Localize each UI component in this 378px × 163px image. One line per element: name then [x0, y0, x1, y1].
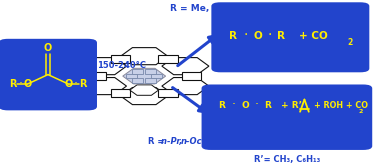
Text: ·: ·: [73, 77, 77, 90]
Text: O: O: [23, 79, 31, 89]
Text: + CO: + CO: [299, 31, 328, 41]
Text: 2: 2: [348, 38, 353, 47]
Text: O: O: [65, 79, 73, 89]
Text: O: O: [44, 43, 52, 53]
FancyBboxPatch shape: [201, 84, 372, 150]
Polygon shape: [130, 85, 158, 95]
Text: ·: ·: [267, 28, 271, 42]
Text: R: R: [277, 31, 285, 41]
Polygon shape: [111, 89, 130, 97]
Polygon shape: [87, 72, 106, 80]
Text: R’= CH₃, C₆H₁₃: R’= CH₃, C₆H₁₃: [254, 155, 320, 163]
Polygon shape: [111, 55, 130, 63]
Polygon shape: [121, 48, 168, 65]
Text: R: R: [263, 101, 271, 110]
FancyBboxPatch shape: [211, 2, 369, 72]
Text: R: R: [218, 101, 225, 110]
Text: R =: R =: [148, 137, 167, 146]
Text: + ROH + CO: + ROH + CO: [314, 101, 367, 110]
Polygon shape: [145, 69, 156, 74]
Polygon shape: [162, 58, 209, 75]
Text: 2: 2: [359, 109, 363, 114]
Text: n-Octyl: n-Octyl: [181, 137, 214, 146]
Text: O: O: [254, 31, 263, 41]
Polygon shape: [162, 78, 209, 95]
Text: R: R: [9, 79, 16, 89]
Polygon shape: [121, 88, 168, 105]
Polygon shape: [145, 78, 156, 83]
Polygon shape: [132, 78, 144, 83]
Polygon shape: [132, 69, 144, 74]
Text: O: O: [242, 101, 249, 110]
Polygon shape: [79, 58, 127, 75]
Text: ·: ·: [19, 77, 23, 90]
Text: R = Me, Et: R = Me, Et: [170, 4, 223, 13]
Text: + R’: + R’: [281, 101, 302, 110]
Text: 150-240°C: 150-240°C: [97, 61, 146, 70]
Polygon shape: [182, 72, 201, 80]
Text: ·: ·: [254, 98, 259, 111]
Text: ·: ·: [243, 28, 248, 42]
Polygon shape: [126, 74, 137, 78]
Polygon shape: [151, 74, 162, 78]
Polygon shape: [123, 68, 166, 84]
Polygon shape: [158, 55, 178, 63]
Text: ·: ·: [231, 98, 235, 111]
Polygon shape: [158, 89, 178, 97]
Polygon shape: [79, 78, 127, 95]
Text: n-Pr,: n-Pr,: [161, 137, 185, 146]
Text: R: R: [80, 79, 87, 89]
FancyBboxPatch shape: [0, 39, 97, 110]
Text: R: R: [229, 31, 237, 41]
